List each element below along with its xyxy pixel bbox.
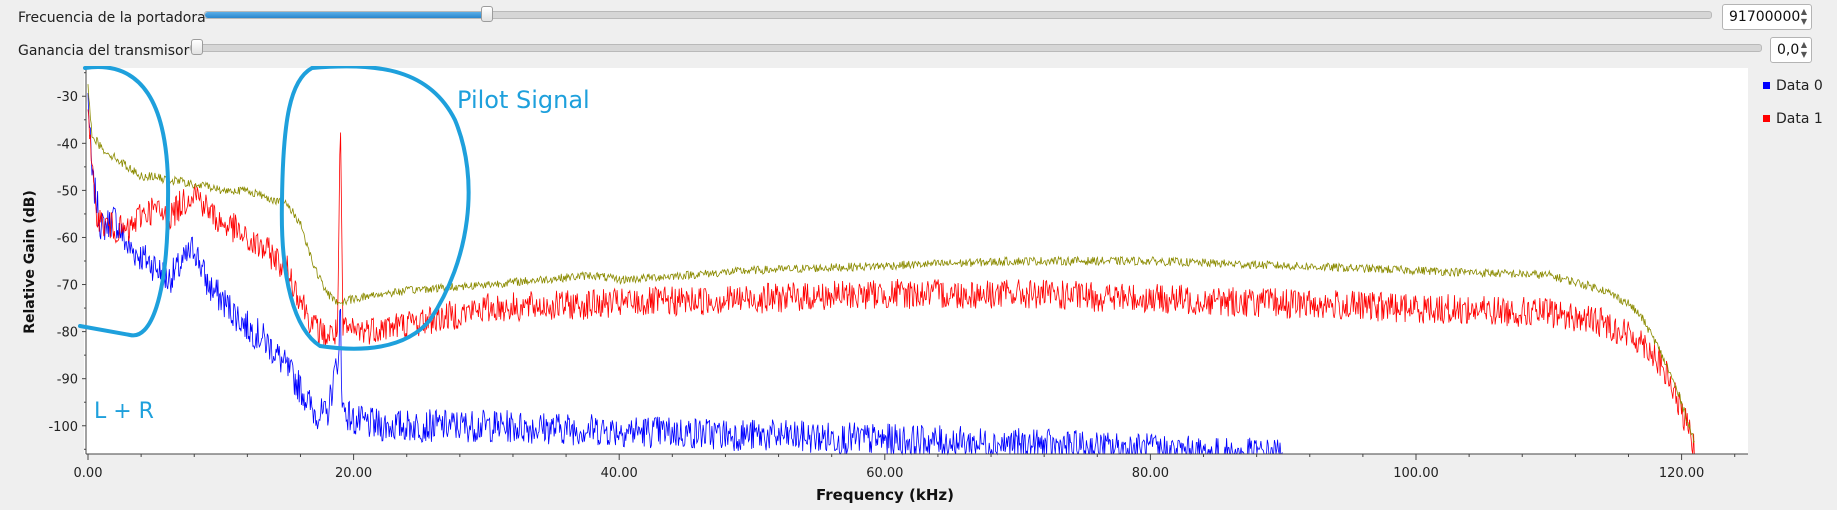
transmitter-gain-slider[interactable]: [190, 39, 1762, 55]
lr-circle-annotation: [78, 66, 171, 338]
transmitter-gain-spinbox[interactable]: 0,0 ▲ ▼: [1770, 37, 1812, 63]
legend-label: Data 1: [1776, 111, 1823, 127]
carrier-frequency-slider[interactable]: [204, 6, 1712, 22]
pilot-circle-annotation: [279, 66, 471, 351]
plot-canvas: [84, 68, 1748, 454]
transmitter-gain-value: 0,0: [1777, 42, 1800, 58]
lr-annotation: L + R: [94, 399, 154, 424]
transmitter-gain-row: Ganancia del transmisor 0,0 ▲ ▼: [0, 34, 1837, 68]
y-tick-label: -80: [57, 326, 78, 341]
y-tick-label: -70: [57, 279, 78, 294]
y-tick-label: -30: [57, 90, 78, 105]
y-tick-label: -90: [57, 373, 78, 388]
legend-swatch-icon: [1763, 115, 1770, 122]
carrier-frequency-slider-fill: [205, 12, 487, 18]
x-tick-label: 0.00: [74, 466, 103, 481]
legend-label: Data 0: [1776, 78, 1823, 94]
x-tick-label: 60.00: [866, 466, 903, 481]
y-tick-label: -60: [57, 231, 78, 246]
traces-group: [87, 84, 1695, 456]
frequency-plot[interactable]: -30 -40 -50 -60 -70 -80 -90 -100 0.00 20.00 40.00 6…: [0, 66, 1837, 510]
carrier-frequency-label: Frecuencia de la portadora: [18, 10, 206, 26]
carrier-frequency-slider-handle[interactable]: [481, 6, 493, 22]
spin-arrows-icon[interactable]: ▲ ▼: [1800, 40, 1808, 59]
transmitter-gain-label: Ganancia del transmisor: [18, 43, 190, 59]
spin-arrows-icon[interactable]: ▲ ▼: [1800, 7, 1808, 26]
x-axis-label: Frequency (kHz): [816, 486, 954, 504]
legend-item-data-1[interactable]: Data 1: [1763, 111, 1823, 127]
axes-group: -30 -40 -50 -60 -70 -80 -90 -100 0.00 20.00 40.00 6…: [48, 68, 1748, 481]
series-line-2: [87, 84, 1695, 444]
y-axis-label: Relative Gain (dB): [22, 190, 38, 334]
y-tick-label: -50: [57, 184, 78, 199]
y-tick-label: -40: [57, 137, 78, 152]
annotation-overlay: Pilot Signal L + R: [78, 66, 590, 424]
x-tick-label: 100.00: [1393, 466, 1439, 481]
x-tick-label: 40.00: [601, 466, 638, 481]
carrier-frequency-value: 91700000: [1729, 9, 1801, 25]
transmitter-gain-slider-handle[interactable]: [191, 39, 203, 55]
x-tick-label: 80.00: [1132, 466, 1169, 481]
x-tick-label: 20.00: [335, 466, 372, 481]
carrier-frequency-spinbox[interactable]: 91700000 ▲ ▼: [1722, 4, 1812, 30]
pilot-signal-annotation: Pilot Signal: [457, 86, 590, 114]
series-line-0: [87, 92, 1283, 456]
y-tick-label: -100: [48, 420, 78, 435]
legend-swatch-icon: [1763, 82, 1770, 89]
series-line-1: [87, 109, 1695, 455]
frequency-chart: -30 -40 -50 -60 -70 -80 -90 -100 0.00 20.00 40.00 6…: [22, 66, 1748, 504]
legend-item-data-0[interactable]: Data 0: [1763, 78, 1823, 94]
x-tick-label: 120.00: [1659, 466, 1705, 481]
carrier-frequency-row: Frecuencia de la portadora 91700000 ▲ ▼: [0, 0, 1837, 34]
